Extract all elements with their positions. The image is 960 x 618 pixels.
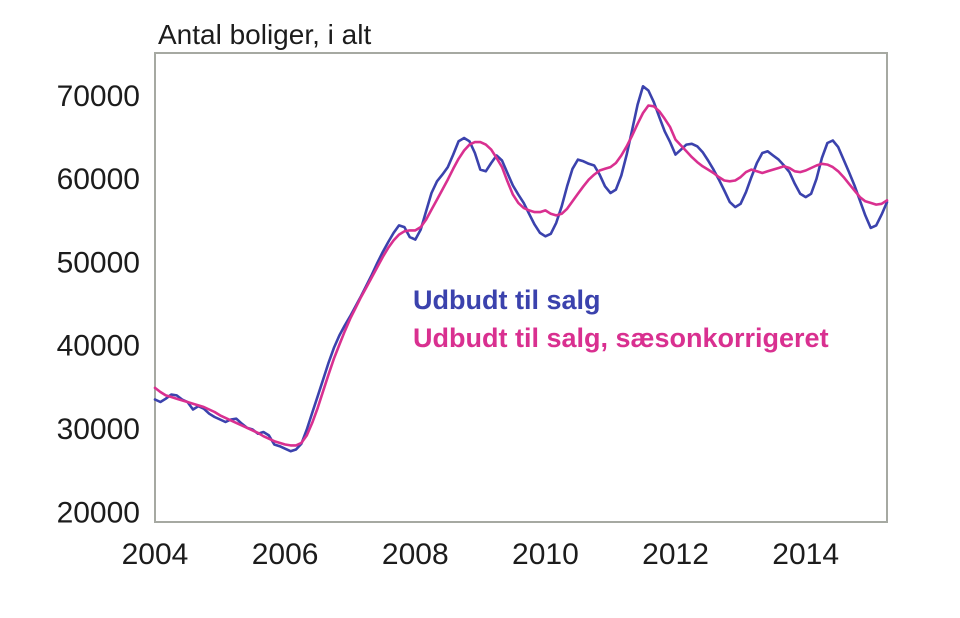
x-tick-label: 2008 <box>382 538 449 571</box>
y-axis-tick-labels: 20000 30000 40000 50000 60000 70000 <box>57 80 140 530</box>
chart-title: Antal boliger, i alt <box>158 19 371 50</box>
plot-frame <box>154 52 888 523</box>
series-lines <box>153 85 889 453</box>
y-tick-label: 60000 <box>57 163 140 196</box>
x-axis-tick-labels: 2004 2006 2008 2010 2012 2014 <box>122 538 839 571</box>
y-tick-label: 50000 <box>57 246 140 279</box>
x-tick-label: 2012 <box>642 538 709 571</box>
y-tick-label: 40000 <box>57 330 140 363</box>
series-line-udbudt-til-salg <box>153 85 889 453</box>
x-tick-label: 2006 <box>252 538 319 571</box>
x-tick-label: 2010 <box>512 538 579 571</box>
x-tick-label: 2014 <box>772 538 839 571</box>
legend-label-udbudt-til-salg: Udbudt til salg <box>413 285 600 315</box>
y-tick-label: 30000 <box>57 413 140 446</box>
y-tick-label: 20000 <box>57 496 140 529</box>
legend-label-saesonkorrigeret: Udbudt til salg, sæsonkorrigeret <box>413 323 829 353</box>
y-tick-label: 70000 <box>57 80 140 113</box>
x-tick-label: 2004 <box>122 538 189 571</box>
series-line-saesonkorrigeret <box>153 104 889 447</box>
